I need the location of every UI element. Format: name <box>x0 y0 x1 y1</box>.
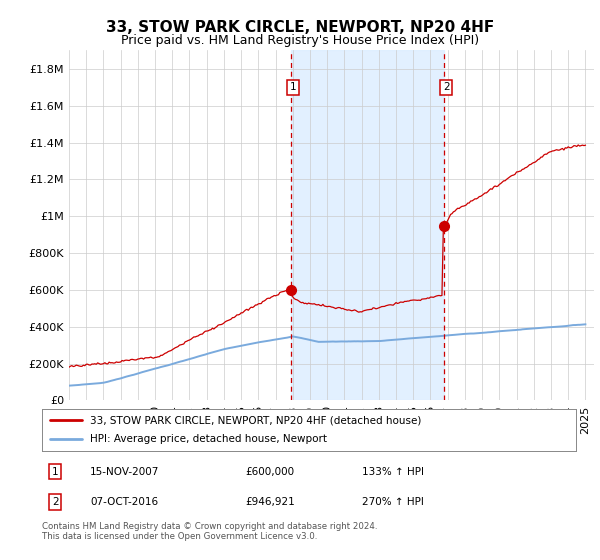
Text: 07-OCT-2016: 07-OCT-2016 <box>90 497 158 507</box>
Text: 133% ↑ HPI: 133% ↑ HPI <box>362 466 424 477</box>
Text: 33, STOW PARK CIRCLE, NEWPORT, NP20 4HF: 33, STOW PARK CIRCLE, NEWPORT, NP20 4HF <box>106 20 494 35</box>
Text: Price paid vs. HM Land Registry's House Price Index (HPI): Price paid vs. HM Land Registry's House … <box>121 34 479 46</box>
Text: HPI: Average price, detached house, Newport: HPI: Average price, detached house, Newp… <box>90 435 327 445</box>
Text: 33, STOW PARK CIRCLE, NEWPORT, NP20 4HF (detached house): 33, STOW PARK CIRCLE, NEWPORT, NP20 4HF … <box>90 415 421 425</box>
Text: 2: 2 <box>52 497 59 507</box>
Text: 2: 2 <box>443 82 449 92</box>
Text: 270% ↑ HPI: 270% ↑ HPI <box>362 497 424 507</box>
Text: 1: 1 <box>290 82 296 92</box>
Bar <box>290 50 444 400</box>
Text: £600,000: £600,000 <box>245 466 294 477</box>
Text: 1: 1 <box>52 466 59 477</box>
Text: Contains HM Land Registry data © Crown copyright and database right 2024.
This d: Contains HM Land Registry data © Crown c… <box>42 522 377 542</box>
Text: 15-NOV-2007: 15-NOV-2007 <box>90 466 160 477</box>
Text: £946,921: £946,921 <box>245 497 295 507</box>
